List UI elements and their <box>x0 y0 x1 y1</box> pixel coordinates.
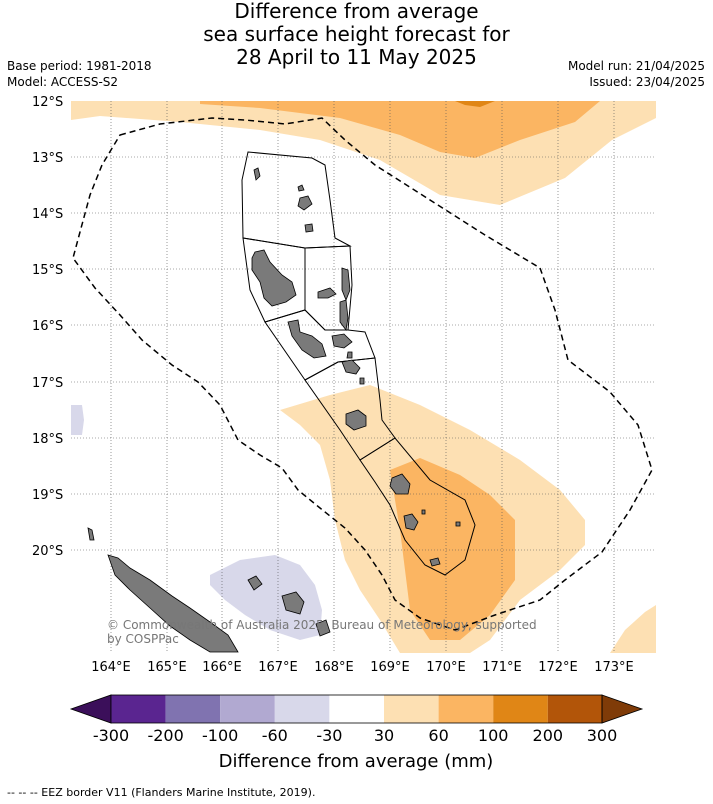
base-period: Base period: 1981-2018 <box>7 59 152 73</box>
island-maewo <box>341 267 351 302</box>
map-title: Difference from average sea surface heig… <box>0 0 713 69</box>
lat-label-14s: 14°S <box>32 207 63 222</box>
colorbar-bin-4 <box>274 695 330 723</box>
colorbar-extend-high <box>601 694 644 724</box>
lon-label-164e: 164°E <box>91 660 131 675</box>
island-loyalty-lifou <box>281 591 305 615</box>
colorbar-bin-8 <box>493 695 548 723</box>
eez-border <box>72 117 653 631</box>
boundary-tafea <box>359 437 476 576</box>
lon-label-168e: 168°E <box>314 660 354 675</box>
island-ureparapara <box>253 167 261 181</box>
island-paama <box>346 351 353 359</box>
island-malakula <box>287 319 327 359</box>
meta-left: Base period: 1981-2018 Model: ACCESS-S2 <box>7 58 152 90</box>
lat-label-12s: 12°S <box>32 95 63 110</box>
lon-label-171e: 171°E <box>482 660 522 675</box>
colorbar-extend-low <box>69 694 112 724</box>
model-run: Model run: 21/04/2025 <box>567 59 705 73</box>
anomaly-area-60-100-south <box>390 458 515 640</box>
colorbar-tick-neg200: -200 <box>147 726 183 745</box>
lon-label-167e: 167°E <box>258 660 298 675</box>
model-name: Model: ACCESS-S2 <box>7 75 119 89</box>
colorbar-bin-2 <box>165 695 221 723</box>
issued-date: Issued: 23/04/2025 <box>589 75 705 89</box>
colorbar-tick-neg100: -100 <box>202 726 238 745</box>
latitude-labels: 12°S 13°S 14°S 15°S 16°S 17°S 18°S 19°S … <box>32 95 63 559</box>
colorbar-bin-3 <box>220 695 275 723</box>
colorbar-bin-5 <box>329 695 384 723</box>
anomaly-fill-layer <box>71 101 656 653</box>
island-ambrym <box>331 333 353 349</box>
island-efate <box>345 409 367 431</box>
anomaly-area-neg-30-60-south <box>210 555 322 640</box>
island-loyalty-mare <box>315 619 331 637</box>
islands <box>87 167 461 653</box>
lat-label-18s: 18°S <box>32 432 63 447</box>
eez-legend-footer: -- -- -- EEZ border V11 (Flanders Marine… <box>7 786 316 799</box>
island-vanua-lava <box>297 184 305 192</box>
colorbar-bin-7 <box>438 695 494 723</box>
colorbar-tick-300: 300 <box>587 726 618 745</box>
island-erromango <box>389 473 411 495</box>
title-line-1: Difference from average <box>234 0 479 23</box>
lat-label-20s: 20°S <box>32 544 63 559</box>
lon-label-170e: 170°E <box>426 660 466 675</box>
lon-label-165e: 165°E <box>147 660 187 675</box>
colorbar-tick-neg300: -300 <box>93 726 129 745</box>
colorbar-title: Difference from average (mm) <box>219 751 494 772</box>
lat-label-13s: 13°S <box>32 151 63 166</box>
anomaly-area-neg-30-60-west <box>71 405 84 435</box>
island-tanna <box>403 513 419 531</box>
island-pentecost <box>339 299 349 331</box>
colorbar-tick-100: 100 <box>478 726 509 745</box>
colorbar-tick-60: 60 <box>428 726 448 745</box>
colorbar: -300 -200 -100 -60 -30 30 60 100 200 300… <box>69 694 644 772</box>
island-new-caledonia <box>107 554 239 653</box>
colorbar-tick-neg60: -60 <box>262 726 288 745</box>
title-line-2: sea surface height forecast for <box>203 22 510 46</box>
colorbar-bin-1 <box>111 695 166 723</box>
lon-label-173e: 173°E <box>594 660 634 675</box>
copyright-line-2: by COSPPac <box>107 632 179 646</box>
island-aneityum <box>429 557 441 567</box>
boundary-torba <box>241 151 352 249</box>
lat-label-19s: 19°S <box>32 488 63 503</box>
island-belep <box>87 527 95 541</box>
title-line-3: 28 April to 11 May 2025 <box>236 45 477 69</box>
colorbar-tick-30: 30 <box>374 726 394 745</box>
lat-label-16s: 16°S <box>32 319 63 334</box>
lon-label-169e: 169°E <box>370 660 410 675</box>
lon-label-172e: 172°E <box>538 660 578 675</box>
lon-label-166e: 166°E <box>202 660 242 675</box>
colorbar-tick-neg30: -30 <box>316 726 342 745</box>
lat-label-17s: 17°S <box>32 376 63 391</box>
longitude-labels: 164°E 165°E 166°E 167°E 168°E 169°E 170°… <box>91 660 634 675</box>
island-loyalty-ouvea <box>247 575 263 591</box>
meta-right: Model run: 21/04/2025 Issued: 23/04/2025 <box>568 58 705 90</box>
colorbar-bin-6 <box>384 695 439 723</box>
island-aniwa <box>421 509 426 515</box>
gridlines <box>71 101 656 653</box>
copyright-line-1: © Commonwealth of Australia 2025, Bureau… <box>107 618 537 632</box>
island-futuna <box>455 521 461 527</box>
anomaly-area-30-60-southeast <box>610 605 656 653</box>
colorbar-bin-9 <box>547 695 602 723</box>
island-ambae <box>317 287 337 299</box>
island-merelava <box>304 223 314 233</box>
island-epi <box>341 359 361 375</box>
anomaly-area-60-100-north <box>200 101 600 158</box>
colorbar-tick-200: 200 <box>533 726 564 745</box>
island-tongoa <box>359 377 365 385</box>
island-gaua <box>297 195 313 211</box>
lat-label-15s: 15°S <box>32 263 63 278</box>
island-espiritu-santo <box>251 249 297 307</box>
anomaly-area-100-200-north <box>455 101 495 107</box>
